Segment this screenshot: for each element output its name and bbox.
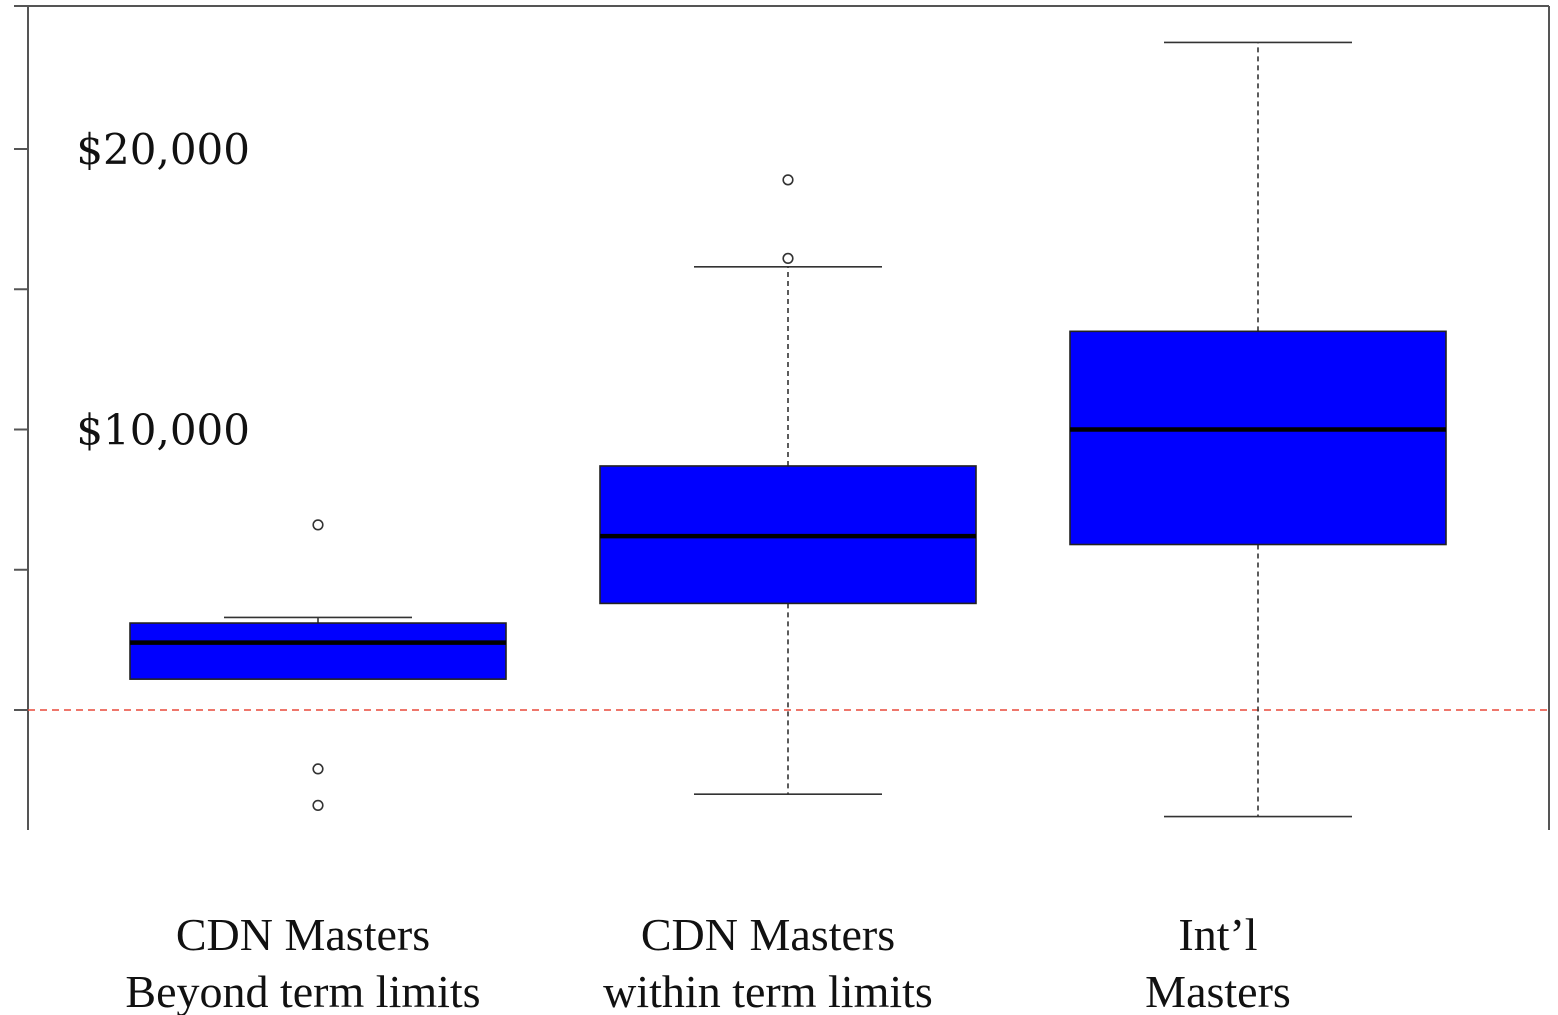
outlier-point bbox=[782, 174, 794, 186]
box-group-1 bbox=[129, 519, 507, 811]
category-label: Beyond term limits bbox=[125, 966, 480, 1015]
outlier-point bbox=[782, 252, 794, 264]
y-axis-ticks bbox=[14, 5, 28, 711]
outlier-point bbox=[312, 519, 324, 531]
label-layer: $20,000 $10,000 CDN Masters Beyond term lim… bbox=[76, 125, 1291, 1015]
category-label: within term limits bbox=[603, 966, 933, 1015]
outlier-point bbox=[312, 799, 324, 811]
y-tick-label: $10,000 bbox=[76, 406, 250, 455]
box-group-3 bbox=[1069, 41, 1447, 818]
y-tick-label: $20,000 bbox=[76, 125, 250, 174]
outlier-point bbox=[312, 763, 324, 775]
iqr-box bbox=[1069, 330, 1447, 546]
category-label: Masters bbox=[1145, 966, 1291, 1015]
category-label: CDN Masters bbox=[641, 909, 895, 960]
plot-frame bbox=[27, 5, 1550, 830]
category-label: Int’l bbox=[1178, 909, 1257, 960]
iqr-box bbox=[129, 622, 507, 680]
box-layer bbox=[129, 41, 1447, 818]
category-label: CDN Masters bbox=[176, 909, 430, 960]
box-group-2 bbox=[599, 174, 977, 795]
